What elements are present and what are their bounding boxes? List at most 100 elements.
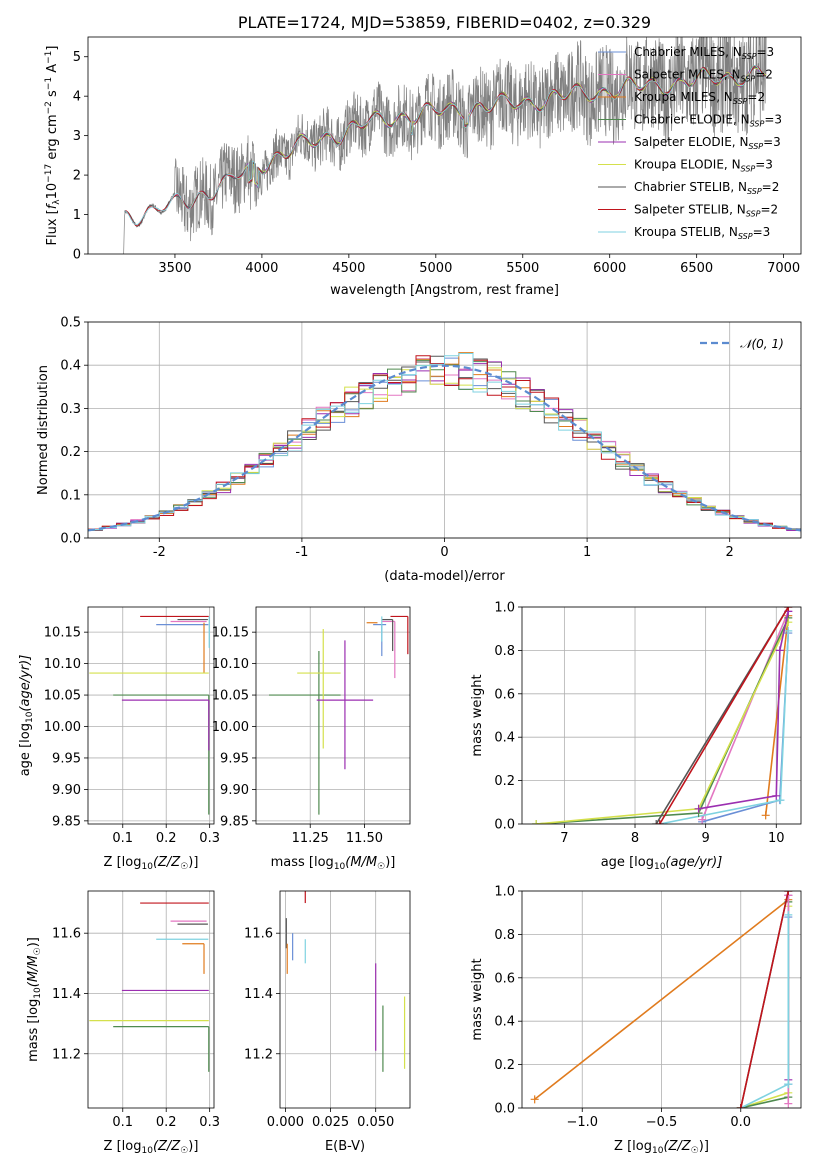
- legend-entry: 𝒩(0, 1): [740, 337, 784, 351]
- legend-entry-name: Kroupa ELODIE: [634, 158, 724, 172]
- x-axis-label-part: ☉: [377, 862, 385, 872]
- y-tick-label: 0.0: [60, 532, 81, 547]
- y-axis-label-part: 10: [33, 987, 43, 999]
- y-axis-label-part: (age/yr)]: [18, 655, 33, 712]
- y-axis-label-part: erg cm: [45, 114, 60, 163]
- legend-entry: Kroupa STELIB, NSSP=3: [634, 225, 770, 241]
- y-tick-label: 9.95: [220, 751, 249, 766]
- x-axis-label-part: (M/M: [345, 855, 377, 870]
- x-tick-label: 11.50: [346, 831, 383, 846]
- series-line-chabrier_elodie: [536, 617, 790, 824]
- y-tick-label: 0.1: [60, 488, 81, 503]
- errorbar-salpeter_elodie: [316, 640, 374, 770]
- y-tick-label: 0.0: [494, 1102, 515, 1117]
- x-axis-label-part: Z [log: [104, 1139, 142, 1154]
- y-tick-label: 9.90: [220, 783, 249, 798]
- y-tick-label: 0.8: [494, 928, 515, 943]
- legend-entry-n: ,: [725, 45, 733, 59]
- x-tick-label: 11.25: [292, 831, 329, 846]
- x-axis-label-part: (age/yr)]: [665, 855, 722, 870]
- y-axis-label: Flux [fλ10−17 erg cm−2 s−1 A−1]: [44, 46, 62, 246]
- legend-entry-name: Chabrier ELODIE: [634, 113, 733, 127]
- y-tick-label: 0.8: [494, 644, 515, 659]
- model-spectrum-salpeter_stelib: [124, 65, 767, 227]
- x-axis-label: age [log10(age/yr)]: [601, 855, 723, 872]
- x-axis-label-part: )]: [385, 855, 395, 870]
- x-axis-label: Z [log10(Z/Z☉)]: [614, 1139, 709, 1156]
- histogram-chabrier_elodie: [88, 359, 801, 532]
- legend-entry-n: ,: [732, 135, 740, 149]
- errorbar-salpeter_stelib: [390, 615, 409, 655]
- series-marker-kroupa_stelib: [784, 1080, 793, 1089]
- x-tick-label: 0.000: [267, 1115, 304, 1130]
- histogram-kroupa_stelib: [88, 353, 801, 532]
- y-tick-label: 11.2: [52, 1047, 81, 1062]
- series-marker-salpeter_miles: [698, 815, 707, 824]
- legend-entry: Salpeter MILES, NSSP=2: [634, 68, 773, 84]
- x-axis-label: (data-model)/error: [384, 569, 505, 584]
- legend-entry-nprefix: N: [733, 45, 742, 59]
- x-tick-label: 4000: [245, 261, 278, 276]
- plot-area-mass-weight-vs-age: [532, 607, 793, 824]
- legend-entry-count: =3: [756, 45, 774, 59]
- y-tick-label: 0.4: [60, 359, 81, 374]
- axes-age-vs-z: 0.1 0.2 0.3 9.85 9.90 9.95 10.00 10.05 10.10 10.1…: [18, 606, 220, 872]
- legend-entry: Chabrier STELIB, NSSP=2: [634, 180, 779, 196]
- x-tick-label: 7: [560, 831, 568, 846]
- y-tick-label: 0.0: [494, 818, 515, 833]
- y-tick-label: 9.85: [52, 814, 81, 829]
- legend-entry-name: Kroupa MILES: [634, 90, 716, 104]
- x-axis-label-part: 10: [654, 862, 666, 872]
- legend-entry-count: =3: [755, 158, 773, 172]
- y-axis-label: age [log10(age/yr)]: [18, 655, 35, 777]
- y-axis-label-part: λ: [52, 199, 62, 205]
- y-tick-label: 11.2: [244, 1047, 273, 1062]
- y-axis-label-part: f: [45, 202, 60, 209]
- x-axis-label-part: (Z/Z: [663, 1139, 691, 1154]
- x-tick-label: 6500: [680, 261, 713, 276]
- x-axis-label: E(B-V): [325, 1139, 365, 1154]
- x-axis-label-part: mass [log: [271, 855, 334, 870]
- x-tick-label: −1.0: [566, 1115, 598, 1130]
- axes-frame: [87, 890, 215, 1109]
- x-tick-label: 0.025: [312, 1115, 349, 1130]
- legend-entry-count: =3: [753, 225, 771, 239]
- x-tick-label: 1: [583, 545, 591, 560]
- series-marker-salpeter_stelib: [784, 607, 793, 611]
- legend-entry-nprefix: N: [739, 135, 748, 149]
- x-axis-label-part: )]: [188, 855, 198, 870]
- errorbar-chabrier_stelib: [381, 618, 394, 652]
- series-marker-salpeter_elodie: [775, 646, 784, 655]
- legend-entry-name: Chabrier STELIB: [634, 180, 730, 194]
- y-tick-label: 9.85: [220, 814, 249, 829]
- legend-entry-nprefix: N: [729, 225, 738, 239]
- legend-entry-nsub: SSP: [733, 97, 748, 106]
- axes-mass-vs-ebv: 0.000 0.025 0.050 11.2 11.4 11.6 E(B-V): [244, 890, 411, 1154]
- x-tick-label: 0.3: [199, 1115, 220, 1130]
- y-tick-label: 10.10: [212, 657, 249, 672]
- axes-mass-vs-z: 0.1 0.2 0.311.211.411.6Z [log10(Z/Z☉)]mass…: [26, 890, 220, 1156]
- legend-entry-name: Salpeter ELODIE: [634, 135, 732, 149]
- y-axis-label-part: 10: [45, 183, 60, 200]
- y-axis-label: mass weight: [470, 674, 485, 756]
- x-axis-label-part: Z [log: [614, 1139, 652, 1154]
- plot-area-age-vs-z: [89, 615, 210, 815]
- x-axis-label-part: (Z/Z: [153, 855, 181, 870]
- legend-entry-n: ,: [724, 158, 732, 172]
- x-tick-label: −0.5: [646, 1115, 678, 1130]
- chart-title: PLATE=1724, MJD=53859, FIBERID=0402, z=0…: [238, 13, 651, 32]
- legend-entry-count: =2: [755, 68, 773, 82]
- model-spectrum-kroupa_stelib: [124, 64, 766, 226]
- x-axis-label-part: )]: [188, 1139, 198, 1154]
- x-axis-label: Z [log10(Z/Z☉)]: [104, 855, 199, 872]
- y-tick-label: 0.2: [494, 1058, 515, 1073]
- legend-entry-count: =3: [764, 113, 782, 127]
- y-axis-label: mass weight: [470, 958, 485, 1040]
- histogram-kroupa_miles: [88, 352, 801, 533]
- x-tick-label: 0.2: [156, 1115, 177, 1130]
- errorbar-chabrier_elodie: [113, 1026, 210, 1072]
- axes-frame: [521, 606, 802, 825]
- series-marker-kroupa_miles: [530, 1095, 539, 1104]
